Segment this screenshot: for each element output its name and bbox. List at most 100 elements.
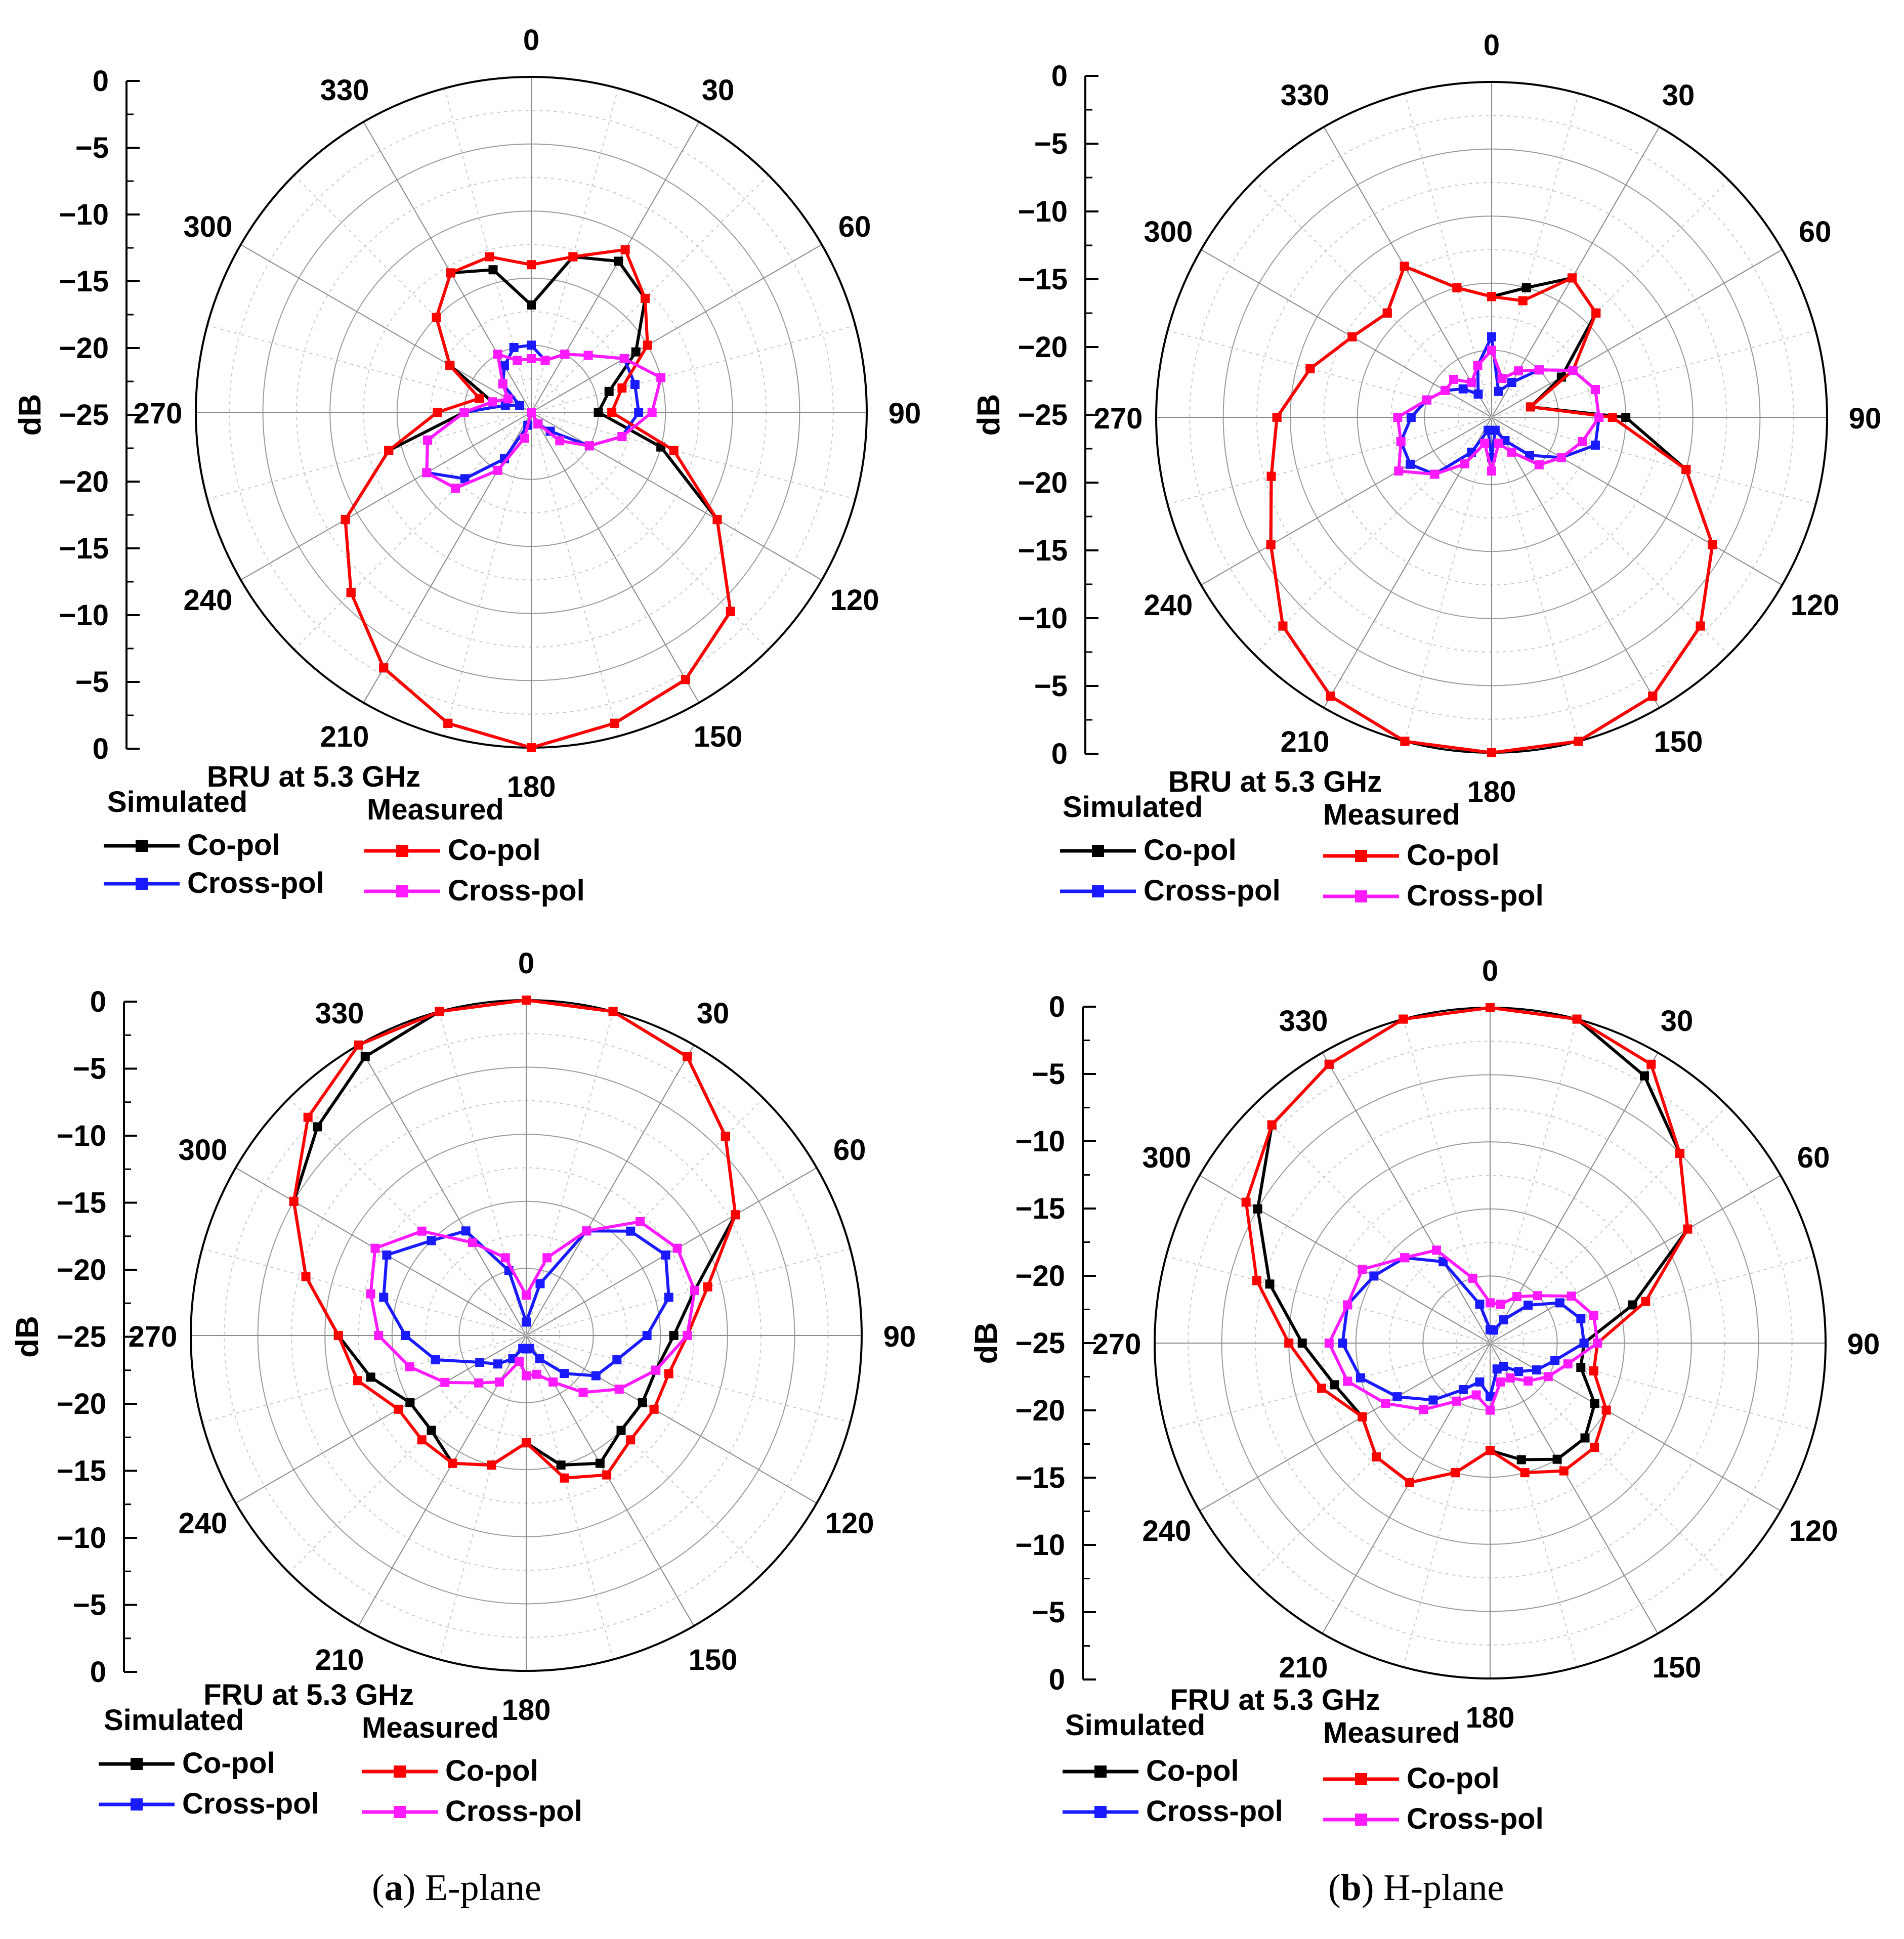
angle-label-90: 90 xyxy=(888,397,921,430)
data-point xyxy=(1347,332,1357,341)
data-point xyxy=(1405,1478,1414,1487)
data-point xyxy=(1532,1365,1541,1375)
series-layer xyxy=(1241,1003,1693,1487)
legend-simulated-header: Simulated xyxy=(104,1704,244,1737)
legend-label: Co-pol xyxy=(182,1747,275,1780)
data-point xyxy=(499,361,509,371)
data-point xyxy=(1556,453,1566,462)
angle-label-210: 210 xyxy=(320,720,369,753)
legend-label: Co-pol xyxy=(1407,1762,1500,1795)
angle-label-150: 150 xyxy=(1654,725,1703,758)
db-tick-label: −5 xyxy=(1032,1058,1065,1091)
angle-label-330: 330 xyxy=(1279,1005,1328,1038)
legend-measured-header: Measured xyxy=(1323,1716,1460,1749)
data-point xyxy=(1297,1339,1307,1348)
data-point xyxy=(731,1210,740,1220)
db-tick-label: 0 xyxy=(1051,60,1068,93)
legend-simulated-header: Simulated xyxy=(107,786,247,818)
angle-label-120: 120 xyxy=(1789,1515,1838,1547)
data-point xyxy=(1590,385,1600,395)
data-point xyxy=(1591,308,1601,318)
data-point xyxy=(661,1250,670,1260)
legend-measured-header: Measured xyxy=(362,1711,499,1744)
grid-spoke-minor xyxy=(288,1098,527,1336)
data-point xyxy=(1574,737,1583,746)
data-point xyxy=(595,1458,605,1468)
db-tick-label: −20 xyxy=(1016,1394,1065,1427)
data-point xyxy=(1593,1339,1602,1348)
db-tick-label: 0 xyxy=(93,65,109,98)
angle-label-180: 180 xyxy=(502,1694,551,1727)
data-point xyxy=(448,1458,457,1468)
data-point xyxy=(634,408,644,417)
angle-label-270: 270 xyxy=(134,397,183,430)
data-point xyxy=(631,347,641,357)
data-point xyxy=(594,408,603,417)
data-point xyxy=(1343,1300,1352,1310)
data-point xyxy=(1441,385,1450,395)
data-point xyxy=(1358,1265,1367,1274)
data-point xyxy=(493,465,502,475)
grid-spoke-minor xyxy=(202,1248,527,1336)
data-point xyxy=(1449,374,1458,384)
data-point xyxy=(721,1132,730,1141)
legend-simulated-co-pol: Co-pol xyxy=(1063,1754,1239,1787)
data-point xyxy=(1499,1315,1508,1325)
data-point xyxy=(690,1285,700,1295)
data-point xyxy=(1494,439,1503,448)
data-point xyxy=(1628,1300,1637,1310)
data-point xyxy=(1639,1071,1649,1081)
data-point xyxy=(527,260,536,270)
data-point xyxy=(1419,1405,1428,1414)
db-tick-label: −5 xyxy=(73,1053,106,1086)
data-point xyxy=(1343,1376,1352,1386)
data-point xyxy=(522,1290,531,1300)
db-tick-label: −20 xyxy=(1018,331,1068,364)
angle-label-330: 330 xyxy=(315,997,364,1030)
grid-spoke xyxy=(1491,417,1660,708)
db-tick-label: −15 xyxy=(59,265,109,298)
legend-label: Cross-pol xyxy=(448,874,585,907)
data-point xyxy=(303,1112,313,1122)
data-point xyxy=(443,718,453,728)
grid-spoke xyxy=(1201,417,1492,586)
series-simulated-co-pol xyxy=(289,996,740,1470)
legend-label: Co-pol xyxy=(1144,834,1237,867)
angle-label-240: 240 xyxy=(178,1507,227,1540)
db-tick-label: 0 xyxy=(93,732,109,765)
grid-spoke xyxy=(1490,1175,1781,1344)
data-point xyxy=(641,293,650,303)
legend-simulated-cross-pol: Cross-pol xyxy=(104,867,324,899)
data-point xyxy=(1646,1059,1656,1069)
legend-label: Cross-pol xyxy=(445,1795,582,1828)
angle-label-30: 30 xyxy=(1661,1005,1694,1038)
data-point xyxy=(384,446,394,455)
data-point xyxy=(533,419,543,428)
data-point xyxy=(1590,1399,1599,1408)
legend-marker xyxy=(1355,850,1367,862)
db-tick-label: −5 xyxy=(73,1589,106,1622)
data-point xyxy=(683,1052,692,1061)
data-point xyxy=(1487,292,1496,301)
data-point xyxy=(1590,440,1600,450)
grid-spoke-minor xyxy=(1166,1256,1491,1344)
data-point xyxy=(1394,466,1404,476)
data-point xyxy=(1512,1292,1522,1302)
data-point xyxy=(488,397,497,407)
angle-label-240: 240 xyxy=(1142,1515,1191,1547)
data-point xyxy=(610,718,619,728)
series-line xyxy=(1244,1006,1689,1484)
db-tick-label: −5 xyxy=(1032,1596,1065,1629)
angle-label-60: 60 xyxy=(1799,216,1832,248)
data-point xyxy=(498,379,507,389)
data-point xyxy=(527,743,536,752)
data-point xyxy=(1576,1314,1586,1323)
data-point xyxy=(1681,464,1691,474)
data-point xyxy=(527,300,536,310)
db-axis: 0 −5 −10 −15 −20 −25 −20 −15 −10 −5 0 dB xyxy=(13,65,140,765)
data-point xyxy=(1438,1257,1448,1267)
data-point xyxy=(532,1369,541,1379)
data-point xyxy=(636,1217,645,1226)
legend-measured-co-pol: Co-pol xyxy=(1323,839,1500,872)
